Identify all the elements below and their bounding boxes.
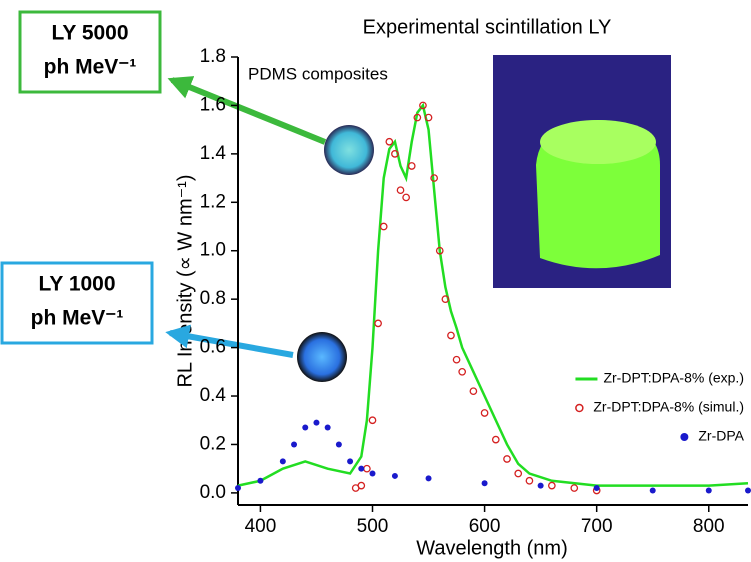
arrow [165, 324, 294, 358]
y-tick-label: 1.4 [200, 143, 227, 164]
data-point [385, 137, 394, 146]
x-tick-label: 700 [581, 516, 613, 537]
photo [493, 55, 671, 288]
data-point [430, 174, 439, 182]
inset-label: PDMS composites [248, 64, 388, 83]
data-point [593, 485, 600, 492]
data-point [302, 424, 309, 431]
data-point [514, 469, 523, 478]
data-point [291, 441, 298, 448]
y-tick-label: 0.8 [200, 288, 226, 309]
data-point [452, 355, 461, 364]
data-point [570, 484, 579, 492]
data-point [649, 487, 656, 494]
data-point [313, 419, 320, 426]
arrow [167, 76, 327, 145]
x-tick-label: 500 [357, 516, 389, 537]
annotation-box [0, 261, 154, 345]
data-point [419, 101, 427, 110]
chart-title: Experimental scintillation LY [363, 16, 612, 38]
annotation-text: LY 5000 [51, 22, 128, 45]
data-point [413, 113, 422, 122]
y-tick-label: 1.8 [200, 46, 226, 67]
data-point [335, 441, 342, 448]
data-point [481, 480, 488, 487]
data-point [745, 487, 751, 494]
y-tick-label: 1.2 [200, 191, 226, 212]
data-point [363, 464, 371, 473]
data-point [235, 485, 241, 492]
data-point [279, 458, 286, 465]
data-point [480, 409, 489, 417]
data-point [324, 424, 331, 431]
legend-label: Zr-DPA [698, 428, 744, 444]
data-point [369, 470, 376, 477]
y-tick-label: 0.4 [200, 385, 227, 406]
sample-photo [297, 332, 347, 382]
data-point [447, 331, 455, 340]
legend-label: Zr-DPT:DPA-8% (exp.) [603, 370, 744, 386]
y-tick-label: 0.6 [200, 337, 226, 358]
data-point [257, 477, 264, 484]
data-point [537, 482, 544, 489]
y-axis-label: RL Intensity (∝ W nm⁻¹) [174, 174, 196, 387]
data-point [435, 246, 444, 255]
data-point [357, 481, 366, 490]
data-point [402, 193, 410, 202]
data-point [425, 475, 432, 482]
y-tick-label: 1.0 [200, 240, 226, 261]
data-point [441, 295, 450, 304]
data-point [368, 416, 377, 425]
data-point [469, 387, 478, 396]
y-tick-label: 0.2 [200, 433, 226, 454]
annotation-text: ph MeV⁻¹ [44, 56, 137, 79]
x-tick-label: 600 [469, 516, 501, 537]
annotation-text: LY 1000 [38, 273, 115, 296]
data-point [396, 186, 405, 195]
data-point [424, 113, 433, 122]
data-point [391, 150, 399, 158]
data-point [374, 319, 382, 328]
data-point [391, 472, 398, 479]
sample-photo [324, 125, 374, 175]
data-point [503, 455, 511, 463]
data-point [358, 465, 365, 472]
data-point [407, 162, 416, 170]
data-point [547, 481, 556, 490]
legend-marker [680, 433, 689, 441]
data-point [347, 458, 354, 465]
data-point [458, 367, 467, 376]
x-axis-label: Wavelength (nm) [416, 537, 568, 559]
legend-label: Zr-DPT:DPA-8% (simul.) [593, 399, 744, 415]
data-point [379, 222, 388, 231]
y-tick-label: 0.0 [200, 482, 226, 503]
data-point [525, 476, 534, 485]
data-point [491, 435, 500, 444]
legend-marker [575, 403, 584, 413]
annotation-text: ph MeV⁻¹ [31, 307, 124, 330]
x-tick-label: 800 [693, 516, 725, 537]
annotation-box [18, 10, 162, 94]
y-tick-label: 1.6 [200, 94, 226, 115]
x-tick-label: 400 [245, 516, 277, 537]
data-point [705, 487, 712, 494]
